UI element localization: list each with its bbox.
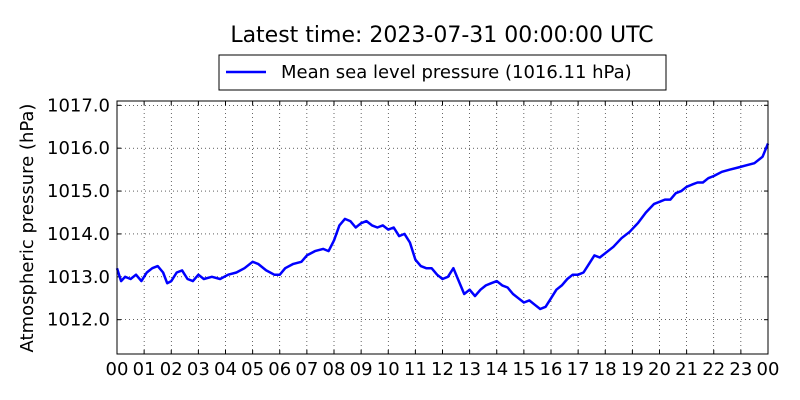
- x-tick-label: 23: [729, 359, 752, 380]
- legend: Mean sea level pressure (1016.11 hPa): [218, 54, 667, 91]
- plot-area-frame: [116, 100, 769, 355]
- x-tick-label: 10: [377, 359, 400, 380]
- x-tick-label: 05: [241, 359, 264, 380]
- grid: [117, 101, 768, 354]
- y-tick-label: 1013.0: [47, 267, 110, 288]
- x-tick-label: 04: [214, 359, 237, 380]
- x-tick-label: 06: [268, 359, 291, 380]
- y-tick-label: 1016.0: [47, 138, 110, 159]
- axis-ticks: [116, 101, 769, 354]
- legend-box: [218, 54, 667, 91]
- x-tick-label: 01: [133, 359, 156, 380]
- x-tick-label: 13: [458, 359, 481, 380]
- series-line-mean-sea-level-pressure: [115, 143, 770, 311]
- x-tick-label: 08: [323, 359, 346, 380]
- x-tick-label: 12: [431, 359, 454, 380]
- x-tick-label: 14: [485, 359, 508, 380]
- x-tick-labels: 00 01 02 03 04 05 06 07 08 09 10 11 12 13 14 15 16 17 18 19…: [106, 359, 780, 380]
- chart-title: Latest time: 2023-07-31 00:00:00 UTC: [230, 23, 653, 48]
- x-tick-label: 00: [106, 359, 129, 380]
- y-tick-label: 1015.0: [47, 181, 110, 202]
- x-tick-label: 20: [648, 359, 671, 380]
- x-tick-label: 22: [702, 359, 725, 380]
- x-tick-label: 07: [295, 359, 318, 380]
- x-tick-label: 16: [540, 359, 563, 380]
- y-tick-label: 1012.0: [47, 310, 110, 331]
- x-tick-label: 09: [350, 359, 373, 380]
- x-tick-label: 02: [160, 359, 183, 380]
- y-tick-label: 1017.0: [47, 95, 110, 116]
- x-tick-label: 11: [404, 359, 427, 380]
- x-tick-label: 03: [187, 359, 210, 380]
- x-tick-label: 17: [567, 359, 590, 380]
- y-tick-label: 1014.0: [47, 224, 110, 245]
- x-tick-label: 19: [621, 359, 644, 380]
- y-tick-labels: 1012.0 1013.0 1014.0 1015.0 1016.0 1017.0: [47, 95, 110, 330]
- legend-label: Mean sea level pressure (1016.11 hPa): [281, 62, 632, 83]
- y-axis-label: Atmospheric pressure (hPa): [17, 104, 38, 353]
- x-tick-label: 18: [594, 359, 617, 380]
- x-tick-label: 00: [757, 359, 780, 380]
- x-tick-label: 15: [512, 359, 535, 380]
- x-tick-label: 21: [675, 359, 698, 380]
